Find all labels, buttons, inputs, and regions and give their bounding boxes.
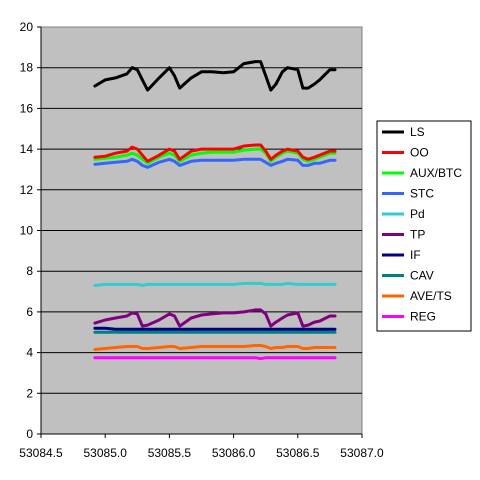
legend-label-aux-btc: AUX/BTC bbox=[410, 166, 462, 180]
legend-label-stc: STC bbox=[410, 187, 434, 201]
legend-label-cav: CAV bbox=[410, 269, 434, 283]
series-line-pd bbox=[93, 281, 337, 287]
x-tick-label: 53086.0 bbox=[212, 446, 256, 460]
x-tick-label: 53084.5 bbox=[19, 446, 63, 460]
series-line-oo bbox=[93, 143, 337, 163]
legend-label-if: IF bbox=[410, 248, 421, 262]
x-tick-label: 53085.0 bbox=[84, 446, 128, 460]
legend-label-ls: LS bbox=[410, 125, 425, 139]
legend-label-reg: REG bbox=[410, 310, 436, 324]
y-tick-label: 0 bbox=[26, 427, 33, 441]
axes: 0 2 4 6 8 10 12 14 16 18 20 53084.5 53085.0 53085.5 53… bbox=[19, 20, 384, 460]
x-tick-label: 53085.5 bbox=[148, 446, 192, 460]
series-line-ave-ts bbox=[93, 344, 337, 351]
series-lines bbox=[93, 60, 337, 361]
legend-label-oo: OO bbox=[410, 146, 429, 160]
y-tick-label: 6 bbox=[26, 305, 33, 319]
y-tick-label: 16 bbox=[20, 101, 34, 115]
series-line-reg bbox=[93, 356, 337, 361]
legend: LS OO AUX/BTC STC Pd TP IF CAV AVE/TS REG bbox=[376, 120, 472, 332]
series-line-tp bbox=[93, 308, 337, 328]
legend-label-pd: Pd bbox=[410, 207, 425, 221]
y-tick-label: 2 bbox=[26, 386, 33, 400]
y-tick-label: 8 bbox=[26, 264, 33, 278]
y-tick-label: 12 bbox=[20, 183, 34, 197]
gridlines bbox=[41, 67, 362, 394]
series-line-stc bbox=[93, 157, 337, 169]
series-line-ls bbox=[93, 60, 337, 92]
y-tick-label: 4 bbox=[26, 346, 33, 360]
y-tick-label: 20 bbox=[20, 20, 34, 34]
y-tick-label: 18 bbox=[20, 61, 34, 75]
x-tick-label: 53087.0 bbox=[340, 446, 384, 460]
y-tick-label: 10 bbox=[20, 224, 34, 238]
legend-label-ave-ts: AVE/TS bbox=[410, 289, 452, 303]
y-tick-label: 14 bbox=[20, 142, 34, 156]
legend-label-tp: TP bbox=[410, 228, 425, 242]
series-line-if bbox=[93, 326, 337, 331]
x-tick-label: 53086.5 bbox=[276, 446, 320, 460]
